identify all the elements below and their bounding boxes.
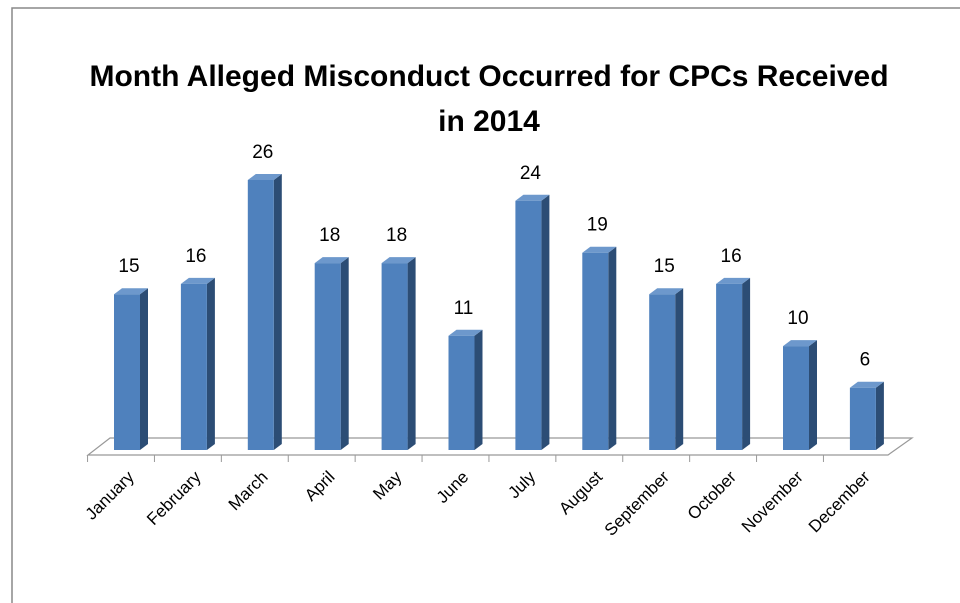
bar-side <box>608 246 617 450</box>
bar-side <box>474 329 483 450</box>
bar-side <box>206 277 215 450</box>
bar-top <box>114 288 148 295</box>
data-label: 18 <box>319 225 340 246</box>
data-label: 26 <box>252 142 273 163</box>
bar-top <box>247 174 282 180</box>
data-label: 6 <box>860 350 871 371</box>
data-label: 15 <box>654 256 675 277</box>
bar-side <box>273 174 282 450</box>
data-label: 18 <box>386 225 407 246</box>
bar-top <box>314 257 349 264</box>
bar-front <box>849 387 876 450</box>
chart-frame <box>11 7 960 603</box>
bar-front <box>247 180 274 450</box>
bar-top <box>381 257 416 264</box>
bar <box>381 257 416 450</box>
bar <box>716 277 751 450</box>
bar-side <box>541 194 550 450</box>
bar-front <box>448 335 475 450</box>
bar-top <box>783 340 817 347</box>
bar-side <box>675 288 684 450</box>
bar <box>180 277 215 450</box>
bar-side <box>140 288 148 450</box>
bar <box>114 288 148 450</box>
bar-top <box>849 381 884 388</box>
bar-side <box>875 381 884 450</box>
data-label: 19 <box>587 215 608 236</box>
bar-front <box>114 294 140 450</box>
bar-front <box>716 283 743 450</box>
chart-title: Month Alleged Misconduct Occurred for CP… <box>89 60 888 93</box>
floor <box>86 437 914 456</box>
bar <box>515 194 550 450</box>
data-label: 10 <box>787 308 808 329</box>
bar-front <box>783 346 809 450</box>
bar <box>448 329 483 450</box>
bar-side <box>407 257 416 450</box>
bar <box>247 174 282 450</box>
bar-top <box>649 288 684 295</box>
bar <box>649 288 684 450</box>
bar-side <box>340 257 349 450</box>
bar-top <box>515 194 550 201</box>
data-label: 16 <box>185 246 206 267</box>
bar-front <box>381 263 408 450</box>
bar-top <box>448 329 483 336</box>
bar-top <box>582 246 617 253</box>
bar <box>582 246 617 450</box>
bar-front <box>515 200 542 450</box>
bar-top <box>180 277 215 284</box>
chart-title: in 2014 <box>438 105 540 138</box>
bar-front <box>314 263 341 450</box>
bar-side <box>809 340 817 450</box>
bar-side <box>742 277 751 450</box>
bar-top <box>716 277 751 284</box>
bar <box>849 381 884 450</box>
bar <box>314 257 349 450</box>
bar-front <box>582 252 609 450</box>
data-label: 16 <box>721 246 742 267</box>
data-label: 15 <box>118 256 139 277</box>
bar-front <box>649 294 676 450</box>
bar <box>783 340 817 450</box>
bar-front <box>180 283 207 450</box>
data-label: 24 <box>520 163 542 184</box>
data-label: 11 <box>454 298 474 319</box>
